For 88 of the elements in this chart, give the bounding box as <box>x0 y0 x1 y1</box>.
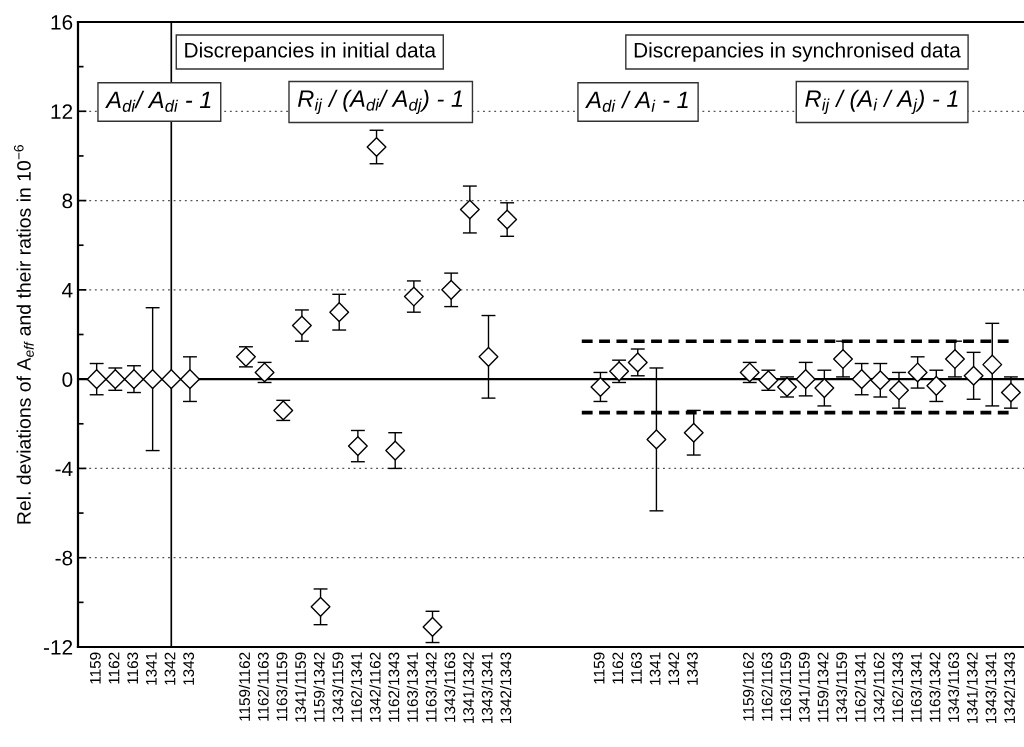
point <box>683 422 704 443</box>
point <box>347 436 368 457</box>
x-tick-label: 1163/1342 <box>929 652 941 722</box>
point <box>403 286 424 307</box>
x-tick-label: 1159/1162 <box>742 652 754 721</box>
y-tick-label: -8 <box>55 550 73 566</box>
point <box>944 349 965 370</box>
point <box>926 375 947 396</box>
x-tick-label: 1163/1159 <box>276 652 288 721</box>
point <box>1000 382 1021 403</box>
x-tick-label: 1162/1343 <box>891 652 904 722</box>
point <box>422 616 443 637</box>
annotation: Discrepancies in initial data <box>185 42 436 62</box>
y-tick-label: 0 <box>62 372 73 387</box>
annotation: A$_{di}$/ A$_{di}$ - 1 <box>105 90 211 112</box>
point <box>329 302 350 323</box>
x-tick-label: 1342/1343 <box>500 652 512 723</box>
x-tick-label: 1159 <box>593 652 605 684</box>
x-tick-label: 1162/1163 <box>761 652 773 721</box>
x-tick-label: 1163/1342 <box>425 652 437 722</box>
x-tick-label: 1159/1162 <box>238 652 251 721</box>
annotation: Discrepancies in synchronised data <box>634 42 961 62</box>
point <box>963 365 984 386</box>
x-tick-label: 1162/1341 <box>854 652 866 722</box>
x-tick-label: 1341/1159 <box>798 652 810 722</box>
y-tick-label: 16 <box>51 15 73 30</box>
x-tick-label: 1341/1342 <box>462 652 474 723</box>
annotation: R$_{ij}$ / (A$_{di}$/ A$_{dj}$) - 1 <box>297 89 463 114</box>
x-tick-label: 1341 <box>649 652 661 685</box>
x-tick-label: 1343/1159 <box>835 652 848 722</box>
x-tick-label: 1343/1341 <box>985 652 997 723</box>
y-tick-label: 8 <box>62 193 73 209</box>
point <box>982 354 1003 375</box>
x-tick-label: 1342 <box>668 652 680 685</box>
point <box>478 346 499 367</box>
point <box>888 380 909 401</box>
y-tick-label: 4 <box>62 283 73 298</box>
point <box>441 279 462 300</box>
point <box>646 429 667 450</box>
x-tick-label: 1159/1342 <box>313 652 325 722</box>
x-tick-label: 1162 <box>612 652 624 684</box>
x-tick-label: 1163/1159 <box>779 652 792 721</box>
x-tick-label: 1163 <box>631 652 642 684</box>
point <box>161 369 182 390</box>
point <box>366 136 387 158</box>
annotation: A$_{di}$ / A$_{i}$ - 1 <box>585 90 688 112</box>
x-tick-label: 1159 <box>89 652 101 684</box>
annotation: R$_{ij}$ / (A$_{i}$ / A$_{j}$) - 1 <box>805 89 958 114</box>
point <box>385 440 406 461</box>
point <box>179 369 200 390</box>
x-tick-label: 1342/1162 <box>873 652 885 722</box>
point <box>814 378 835 399</box>
x-tick-label: 1159/1342 <box>817 652 829 722</box>
x-tick-label: 1163/1341 <box>406 652 418 722</box>
x-tick-label: 1342 <box>164 652 176 685</box>
x-tick-label: 1342/1343 <box>1003 652 1016 723</box>
x-tick-label: 1162 <box>108 652 120 684</box>
x-tick-label: 1341 <box>145 652 157 685</box>
x-tick-label: 1163/1341 <box>910 652 922 722</box>
point <box>459 199 480 220</box>
point <box>291 315 312 336</box>
x-tick-label: 1341/1342 <box>966 652 978 723</box>
y-tick-label: 12 <box>51 104 73 119</box>
x-tick-label: 1342/1162 <box>369 652 381 722</box>
x-tick-label: 1163 <box>127 652 139 684</box>
x-tick-label: 1343/1341 <box>481 652 493 723</box>
point <box>870 370 891 391</box>
x-tick-label: 1343/1163 <box>444 652 456 722</box>
y-tick-label: -4 <box>55 461 73 476</box>
point <box>497 209 518 230</box>
y-axis-title: Rel. deviations of A$_{eff}$ and their ratios in 10$^{−6}$ <box>13 145 34 524</box>
x-tick-label: 1162/1343 <box>388 652 400 722</box>
point <box>86 369 107 390</box>
point <box>310 596 331 617</box>
x-tick-label: 1162/1163 <box>257 652 269 721</box>
x-tick-label: 1343/1159 <box>332 652 344 722</box>
point <box>851 369 872 390</box>
y-tick-label: -12 <box>43 640 73 655</box>
point <box>795 369 816 390</box>
x-tick-label: 1343 <box>687 652 698 685</box>
point <box>907 362 928 383</box>
point <box>832 349 854 370</box>
point <box>142 369 163 390</box>
x-tick-label: 1343 <box>183 652 195 685</box>
x-tick-label: 1162/1341 <box>350 652 362 722</box>
x-tick-label: 1341/1159 <box>294 652 307 722</box>
point <box>590 376 611 397</box>
x-tick-label: 1343/1163 <box>947 652 960 722</box>
